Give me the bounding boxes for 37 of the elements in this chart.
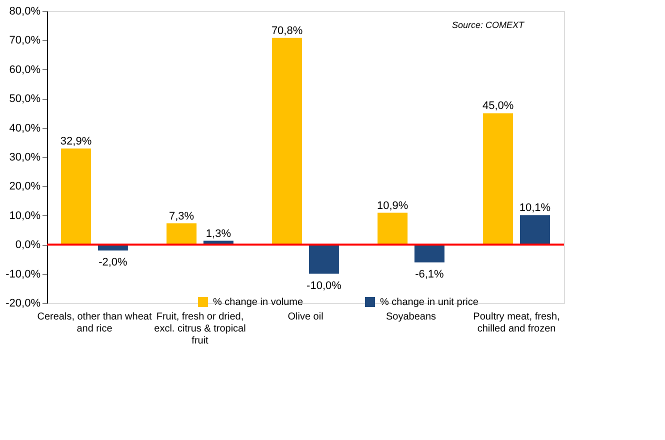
- y-tick-label: 80,0%: [9, 6, 41, 18]
- y-tick-label: 70,0%: [9, 34, 41, 47]
- bar: [272, 38, 302, 245]
- data-label: -10,0%: [306, 280, 342, 292]
- y-tick-label: 40,0%: [9, 122, 41, 134]
- y-tick-label: 60,0%: [9, 64, 41, 76]
- annotation: Source: COMEXT: [452, 20, 526, 30]
- data-label: 70,8%: [271, 24, 303, 37]
- data-label: 45,0%: [482, 100, 514, 112]
- data-label: -2,0%: [98, 256, 128, 268]
- bar: [166, 223, 197, 245]
- x-tick-label: Soyabeans: [386, 312, 436, 322]
- y-tick-label: -20,0%: [6, 298, 41, 310]
- x-tick-label: Poultry meat, fresh, chilled and frozen: [473, 312, 560, 334]
- y-tick-label: 10,0%: [9, 210, 41, 222]
- y-tick-label: 0,0%: [15, 239, 41, 252]
- y-tick-label: 30,0%: [9, 152, 41, 164]
- bar: [520, 215, 550, 245]
- legend-label: % change in volume: [213, 297, 304, 308]
- data-label: -6,1%: [415, 268, 444, 280]
- y-tick-label: 50,0%: [9, 93, 41, 106]
- data-label: 7,3%: [168, 210, 194, 222]
- y-tick-label: 20,0%: [9, 180, 41, 193]
- bar: [483, 113, 514, 245]
- bar: [414, 244, 444, 262]
- data-label: 10,1%: [519, 202, 551, 214]
- x-tick-label: Cereals, other than wheat and rice: [37, 312, 152, 334]
- bar: [308, 244, 339, 274]
- data-label: 10,9%: [376, 200, 408, 212]
- legend-label: % change in unit price: [380, 297, 479, 308]
- y-tick-label: -10,0%: [6, 268, 41, 280]
- x-tick-label: Fruit, fresh or dried, excl. citrus & tropical fruit: [154, 312, 246, 346]
- bar: [61, 148, 92, 245]
- data-label: 1,3%: [206, 228, 232, 240]
- data-label: 32,9%: [60, 136, 92, 148]
- bar: [378, 212, 408, 245]
- x-tick-label: Olive oil: [288, 312, 324, 322]
